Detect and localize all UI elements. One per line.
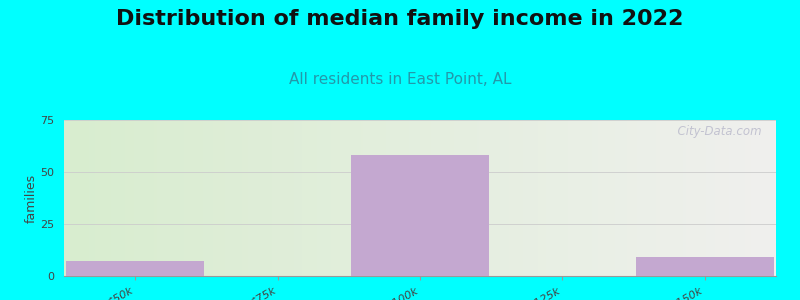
Text: Distribution of median family income in 2022: Distribution of median family income in … [116,9,684,29]
Bar [66,261,204,276]
Bar [636,257,774,276]
Text: All residents in East Point, AL: All residents in East Point, AL [289,72,511,87]
Bar [351,155,489,276]
Y-axis label: families: families [24,173,38,223]
Text: City-Data.com: City-Data.com [670,125,762,138]
